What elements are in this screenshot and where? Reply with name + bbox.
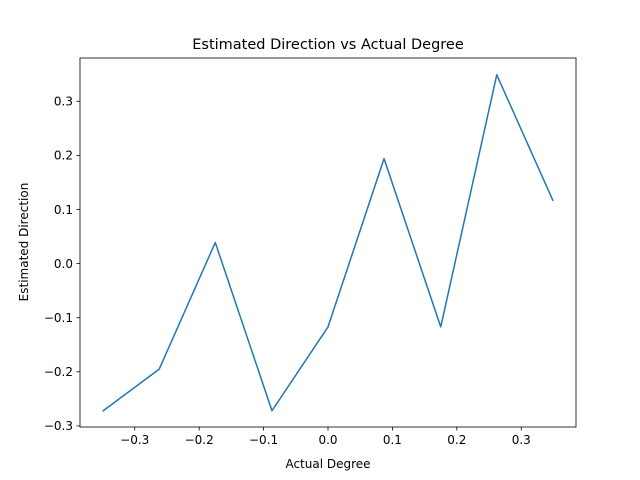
x-tick-label: −0.3 bbox=[120, 433, 149, 447]
y-tick-label: −0.3 bbox=[44, 419, 73, 433]
y-tick-label: 0.0 bbox=[54, 257, 73, 271]
x-tick-label: 0.0 bbox=[318, 433, 337, 447]
chart-title: Estimated Direction vs Actual Degree bbox=[192, 37, 464, 53]
x-tick-label: 0.2 bbox=[447, 433, 466, 447]
x-tick-label: 0.3 bbox=[512, 433, 531, 447]
x-tick-label: 0.1 bbox=[383, 433, 402, 447]
y-tick-label: 0.2 bbox=[54, 149, 73, 163]
y-tick-label: −0.2 bbox=[44, 365, 73, 379]
x-tick-label: −0.1 bbox=[249, 433, 278, 447]
y-axis-ticks: −0.3 −0.2 −0.1 0.0 0.1 0.2 0.3 bbox=[44, 95, 80, 433]
y-tick-label: −0.1 bbox=[44, 311, 73, 325]
y-tick-label: 0.1 bbox=[54, 203, 73, 217]
y-axis-label: Estimated Direction bbox=[17, 183, 31, 302]
y-tick-label: 0.3 bbox=[54, 95, 73, 109]
x-tick-label: −0.2 bbox=[185, 433, 214, 447]
x-axis-label: Actual Degree bbox=[285, 457, 370, 471]
x-axis-ticks: −0.3 −0.2 −0.1 0.0 0.1 0.2 0.3 bbox=[120, 427, 531, 447]
